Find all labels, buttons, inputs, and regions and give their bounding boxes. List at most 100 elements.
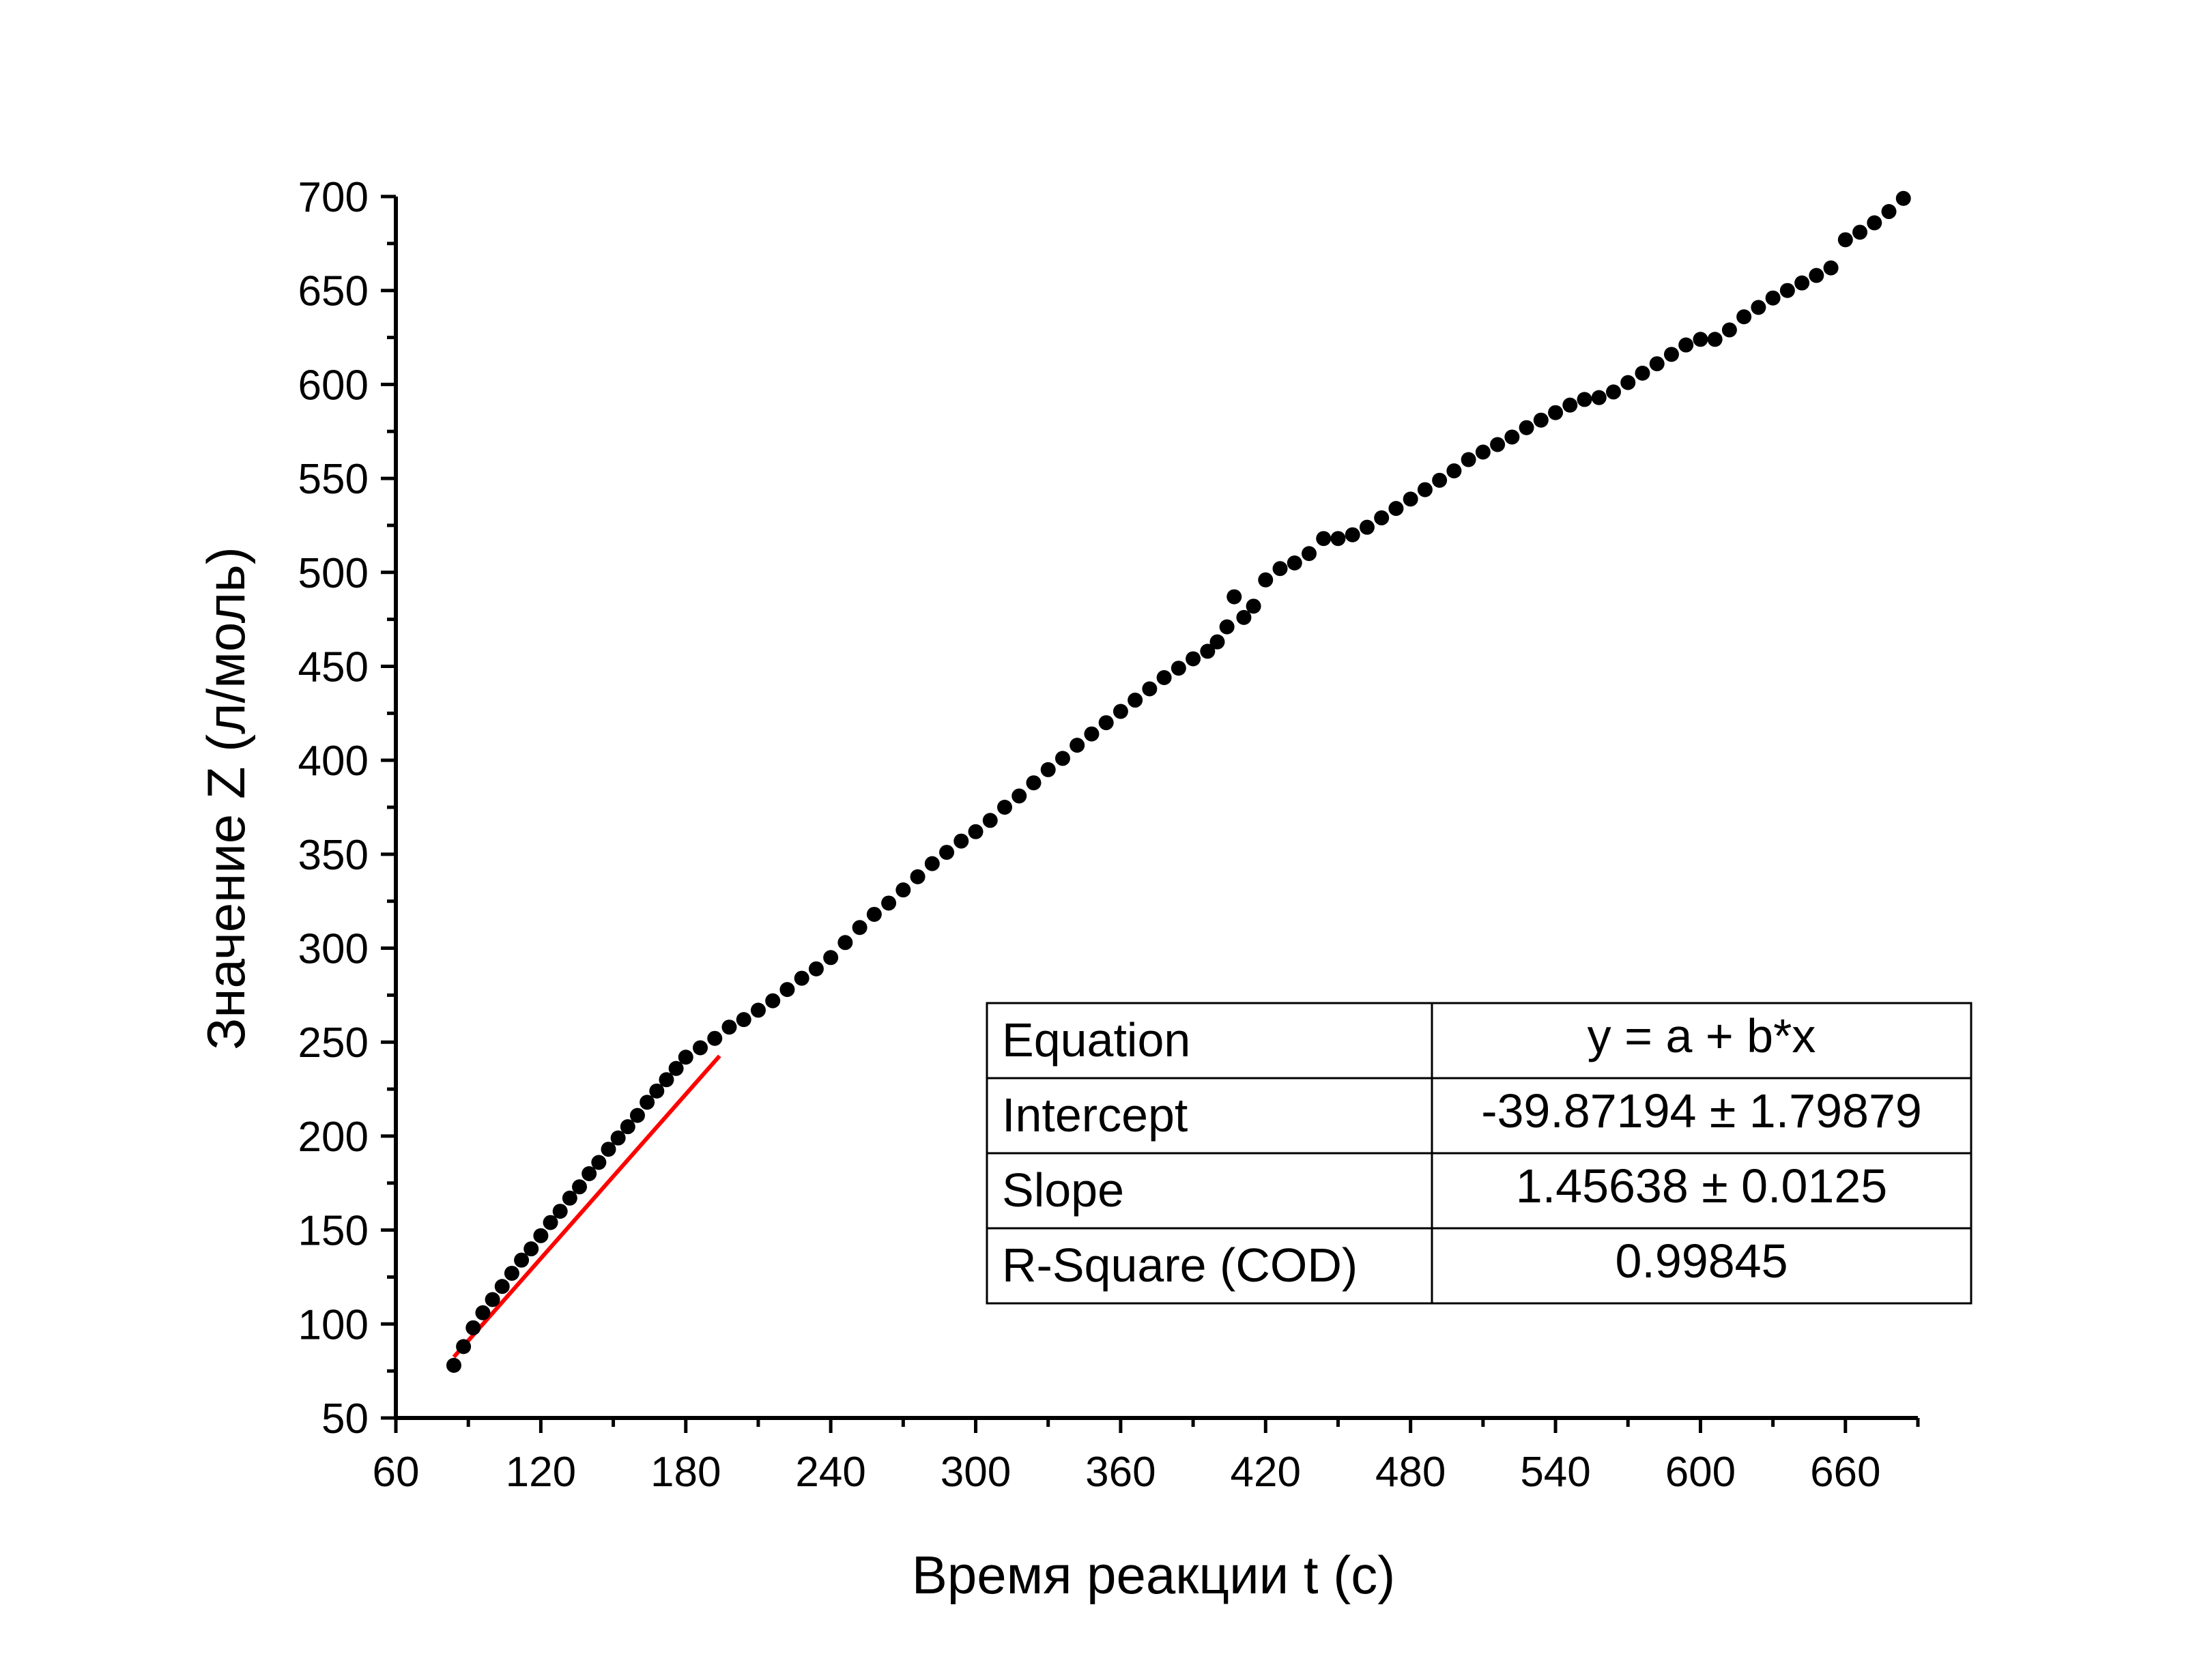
data-point — [1490, 437, 1506, 452]
data-point — [1765, 290, 1781, 306]
data-point — [1345, 527, 1360, 542]
x-tick-label: 300 — [941, 1449, 1011, 1496]
data-point — [1895, 190, 1911, 206]
data-point — [1504, 429, 1520, 445]
y-tick-label: 650 — [298, 268, 369, 315]
data-point — [1635, 365, 1650, 381]
data-point — [523, 1241, 539, 1257]
data-point — [1055, 751, 1070, 766]
data-point — [533, 1228, 549, 1243]
data-point — [1098, 715, 1114, 731]
data-point — [1417, 482, 1433, 497]
data-point — [552, 1204, 568, 1219]
x-tick-label: 120 — [506, 1449, 576, 1496]
data-point — [1837, 232, 1853, 248]
scatter-points — [446, 190, 1911, 1373]
data-point — [1721, 322, 1737, 338]
stats-table-value: -39.87194 ± 1.79879 — [1481, 1084, 1922, 1138]
data-point — [953, 833, 969, 849]
data-point — [779, 982, 795, 998]
data-point — [750, 1002, 766, 1018]
data-point — [1070, 738, 1085, 753]
data-point — [1620, 375, 1636, 390]
y-tick-label: 600 — [298, 362, 369, 409]
data-point — [1226, 589, 1242, 605]
data-point — [494, 1279, 510, 1294]
data-point — [852, 920, 867, 936]
data-point — [1562, 397, 1578, 413]
data-point — [601, 1142, 616, 1157]
data-point — [1461, 452, 1476, 467]
data-point — [997, 800, 1012, 815]
data-point — [1403, 491, 1418, 507]
data-point — [881, 895, 897, 911]
stats-table-value: 0.99845 — [1615, 1234, 1788, 1288]
data-point — [1156, 669, 1172, 685]
data-point — [1446, 463, 1462, 479]
data-point — [1519, 420, 1534, 435]
data-point — [1026, 775, 1042, 791]
data-point — [939, 845, 955, 860]
data-point — [678, 1049, 693, 1065]
data-point — [1171, 661, 1186, 676]
stats-table-label: Slope — [1002, 1163, 1124, 1217]
data-point — [668, 1060, 684, 1076]
data-point — [543, 1215, 558, 1230]
y-tick-label: 300 — [298, 926, 369, 973]
y-tick-label: 200 — [298, 1114, 369, 1161]
data-point — [1330, 531, 1346, 547]
x-tick-label: 480 — [1375, 1449, 1446, 1496]
y-tick-label: 700 — [298, 174, 369, 221]
data-point — [1186, 651, 1201, 667]
data-point — [910, 869, 926, 884]
data-point — [1707, 332, 1723, 347]
x-tick-label: 60 — [373, 1449, 420, 1496]
x-tick-label: 360 — [1085, 1449, 1156, 1496]
data-point — [1128, 693, 1143, 708]
stats-table-label: Intercept — [1002, 1088, 1188, 1142]
data-point — [765, 993, 781, 1009]
data-point — [1852, 225, 1868, 240]
data-point — [837, 935, 853, 951]
data-point — [1577, 392, 1592, 407]
x-tick-label: 420 — [1231, 1449, 1301, 1496]
data-point — [1794, 275, 1810, 291]
data-point — [1374, 510, 1390, 525]
stats-table-label: Equation — [1002, 1013, 1190, 1067]
data-point — [736, 1012, 751, 1028]
data-point — [1809, 267, 1824, 283]
x-tick-label: 540 — [1520, 1449, 1590, 1496]
data-point — [982, 813, 998, 828]
data-point — [707, 1030, 723, 1046]
data-point — [1246, 598, 1261, 614]
data-point — [794, 970, 809, 986]
data-point — [1359, 519, 1375, 535]
data-point — [823, 950, 839, 966]
data-point — [485, 1292, 500, 1307]
y-axis-title: Значение Z (л/моль) — [196, 547, 256, 1049]
y-tick-label: 450 — [298, 643, 369, 691]
x-tick-label: 600 — [1665, 1449, 1736, 1496]
y-tick-label: 100 — [298, 1301, 369, 1348]
data-point — [1040, 762, 1056, 777]
data-point — [465, 1320, 481, 1335]
data-point — [1258, 572, 1274, 588]
data-point — [1012, 788, 1027, 804]
fit-line-group — [452, 1054, 721, 1359]
data-point — [572, 1179, 588, 1195]
data-point — [1591, 390, 1607, 405]
data-point — [924, 856, 940, 871]
data-point — [1678, 337, 1694, 353]
data-point — [620, 1119, 635, 1135]
y-tick-label: 400 — [298, 738, 369, 785]
x-tick-label: 240 — [795, 1449, 865, 1496]
data-point — [1823, 260, 1839, 276]
data-point — [1272, 561, 1288, 577]
data-point — [456, 1339, 472, 1355]
x-tick-label: 660 — [1810, 1449, 1880, 1496]
data-point — [1113, 704, 1128, 719]
data-point — [649, 1083, 665, 1099]
data-point — [1432, 472, 1448, 488]
data-point — [1142, 681, 1158, 697]
y-tick-label: 550 — [298, 456, 369, 503]
